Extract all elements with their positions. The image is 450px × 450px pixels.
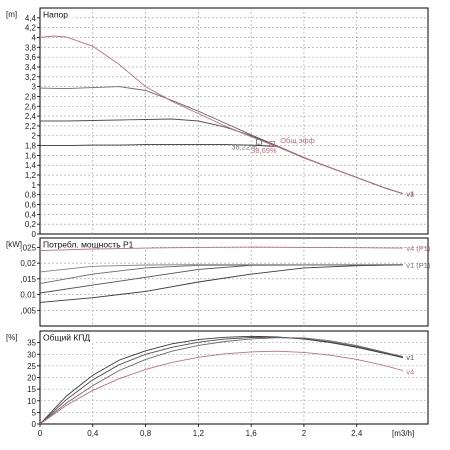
y-tick-label: 3,6 bbox=[25, 53, 37, 62]
x-tick-label: 0 bbox=[38, 429, 43, 438]
y-tick-label: 3,8 bbox=[25, 43, 37, 52]
series-line-3 bbox=[39, 337, 404, 425]
series-end-label: v4 (P1) bbox=[406, 244, 431, 253]
x-tick-label: 0,8 bbox=[140, 429, 152, 438]
x-tick-label: 2,4 bbox=[351, 429, 363, 438]
y-tick-label: 4 bbox=[32, 33, 37, 42]
y-tick-label: 0 bbox=[32, 420, 37, 429]
series-line-5 bbox=[39, 246, 403, 252]
panel-3: 0 5 10 15 20 25 30 35 [%] Общий КПД v1 v4 0 0,4 0,8 1,2… bbox=[6, 330, 429, 438]
panel-title-bg bbox=[41, 332, 94, 343]
y-tick-label: ,005 bbox=[20, 306, 36, 315]
series-end-label: v1 bbox=[406, 190, 414, 199]
annotation-label: 38,69% bbox=[251, 146, 277, 155]
series-line-1 bbox=[39, 335, 404, 425]
y-tick-label: 2,2 bbox=[25, 122, 37, 131]
series-line-4 bbox=[39, 35, 404, 195]
y-tick-label: 4,4 bbox=[25, 14, 37, 23]
y-tick-label: 25 bbox=[27, 362, 36, 371]
panel-title: Потребл. мощность P1 bbox=[43, 240, 134, 250]
series-end-label: v1 (P1) bbox=[406, 261, 431, 270]
panel-title-bg bbox=[41, 239, 151, 250]
y-tick-label: 0,6 bbox=[25, 201, 37, 210]
y-tick-label: 1,6 bbox=[25, 151, 37, 160]
y-tick-label: 4,2 bbox=[25, 24, 37, 33]
y-tick-label: 3 bbox=[32, 83, 37, 92]
y-tick-label: 0 bbox=[32, 230, 37, 239]
y-tick-label: 35 bbox=[27, 339, 36, 348]
y-tick-label: 1,8 bbox=[25, 142, 37, 151]
series-line-4 bbox=[39, 350, 404, 425]
efficiency-marker bbox=[269, 141, 276, 148]
series-end-label: v4 bbox=[406, 368, 414, 377]
y-tick-label: 0,4 bbox=[25, 210, 37, 219]
y-tick-label: 5 bbox=[32, 408, 37, 417]
panel-frame bbox=[39, 237, 429, 327]
unit-label: [m] bbox=[6, 10, 17, 19]
y-tick-label: 1,2 bbox=[25, 171, 37, 180]
annotation-label: 38,22% bbox=[231, 142, 257, 151]
y-tick-label: ,015 bbox=[20, 275, 36, 284]
y-tick-label: 0,8 bbox=[25, 191, 37, 200]
x-axis-unit: [m3/h] bbox=[392, 429, 414, 438]
y-tick-label: 10 bbox=[27, 397, 36, 406]
x-tick-label: 2 bbox=[302, 429, 307, 438]
series-line-2 bbox=[39, 336, 404, 425]
y-tick-label: 0,2 bbox=[25, 220, 37, 229]
y-tick-label: 0,02 bbox=[20, 259, 36, 268]
x-tick-label: 1,6 bbox=[246, 429, 258, 438]
y-tick-label: 15 bbox=[27, 385, 36, 394]
panel-title-bg bbox=[41, 9, 73, 20]
panel-1: 00,20,40,60,811,21,41,61,822,22,42,62,83… bbox=[6, 7, 429, 239]
y-tick-label: 1 bbox=[32, 181, 37, 190]
y-tick-label: 3,2 bbox=[25, 73, 37, 82]
panel-title: Общий КПД bbox=[43, 333, 90, 343]
y-tick-label: 1,4 bbox=[25, 161, 37, 170]
x-tick-label: 0,4 bbox=[87, 429, 99, 438]
y-tick-label: 2 bbox=[32, 132, 37, 141]
y-tick-label: 2,8 bbox=[25, 92, 37, 101]
series-line-1 bbox=[39, 264, 403, 303]
series-end-label: v1 bbox=[406, 353, 414, 362]
series-end-label: v4 bbox=[406, 190, 414, 199]
y-tick-label: 3,4 bbox=[25, 63, 37, 72]
unit-label: [kW] bbox=[6, 240, 22, 249]
annotation-label: Общ.эфф bbox=[280, 136, 315, 145]
panel-2: ,005 0,01 ,015 0,02 ,025[kW] Потребл. мощност… bbox=[6, 237, 431, 327]
series-line-4 bbox=[39, 263, 403, 273]
unit-label: [%] bbox=[6, 333, 18, 342]
y-tick-label: 30 bbox=[27, 350, 36, 359]
panel-title: Напор bbox=[43, 10, 68, 20]
y-tick-label: 2,4 bbox=[25, 112, 37, 121]
panel-frame bbox=[39, 7, 429, 235]
efficiency-marker bbox=[256, 138, 262, 145]
y-tick-label: 2,6 bbox=[25, 102, 37, 111]
y-tick-label: 20 bbox=[27, 374, 36, 383]
y-tick-label: ,025 bbox=[20, 243, 36, 252]
y-tick-label: 0,01 bbox=[20, 291, 36, 300]
x-tick-label: 1,2 bbox=[193, 429, 205, 438]
